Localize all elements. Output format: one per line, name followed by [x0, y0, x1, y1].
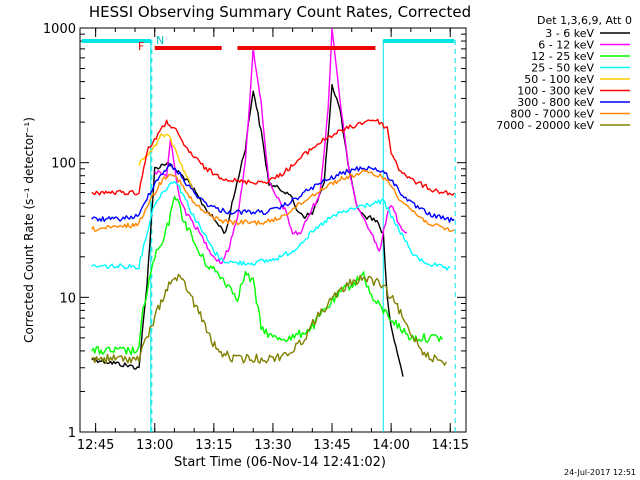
x-axis-label: Start Time (06-Nov-14 12:41:02)	[174, 455, 386, 470]
legend-label: 3 - 6 keV	[545, 27, 594, 40]
series-line	[154, 28, 407, 265]
y-tick-label: 100	[51, 157, 76, 172]
series-lines	[91, 28, 455, 377]
legend-label: 100 - 300 keV	[517, 85, 594, 98]
legend-title: Det 1,3,6,9, Att 0	[537, 14, 632, 27]
x-tick-label: 14:00	[372, 438, 409, 453]
legend-label: 300 - 800 keV	[517, 96, 594, 109]
series-line	[91, 163, 455, 223]
flag-bars	[81, 39, 455, 50]
x-tick-label: 13:45	[313, 438, 350, 453]
flag-label-n: N	[156, 34, 164, 47]
legend-label: 12 - 25 keV	[531, 50, 594, 63]
x-axis-ticks: 12:45 13:00 13:15 13:30 13:45 14:00 14:15	[77, 28, 469, 453]
legend-label: 7000 - 20000 keV	[496, 119, 594, 132]
x-tick-label: 14:15	[432, 438, 469, 453]
timestamp: 24-Jul-2017 12:51	[564, 468, 636, 477]
chart-title: HESSI Observing Summary Count Rates, Cor…	[89, 3, 471, 21]
legend-label: 800 - 7000 keV	[510, 108, 594, 121]
series-line	[91, 118, 455, 196]
x-tick-label: 13:00	[136, 438, 173, 453]
series-line	[91, 180, 451, 271]
series-line	[91, 169, 455, 232]
x-tick-label: 13:30	[254, 438, 291, 453]
legend-label: 50 - 100 keV	[524, 73, 594, 86]
y-tick-label: 1	[68, 426, 76, 441]
series-line	[91, 195, 444, 356]
legend-label: 25 - 50 keV	[531, 62, 594, 75]
plot-area	[79, 27, 467, 433]
series-line	[138, 133, 195, 191]
y-axis-ticks: 1 10 100 1000	[43, 22, 466, 441]
y-tick-label: 10	[59, 291, 76, 306]
flag-label-f: F	[138, 40, 144, 53]
y-tick-label: 1000	[43, 22, 76, 37]
x-tick-label: 13:15	[195, 438, 232, 453]
y-axis-label: Corrected Count Rate (s⁻¹ detector⁻¹)	[22, 117, 36, 343]
legend-label: 6 - 12 keV	[538, 39, 594, 52]
x-tick-label: 12:45	[77, 438, 114, 453]
series-line	[91, 273, 447, 366]
